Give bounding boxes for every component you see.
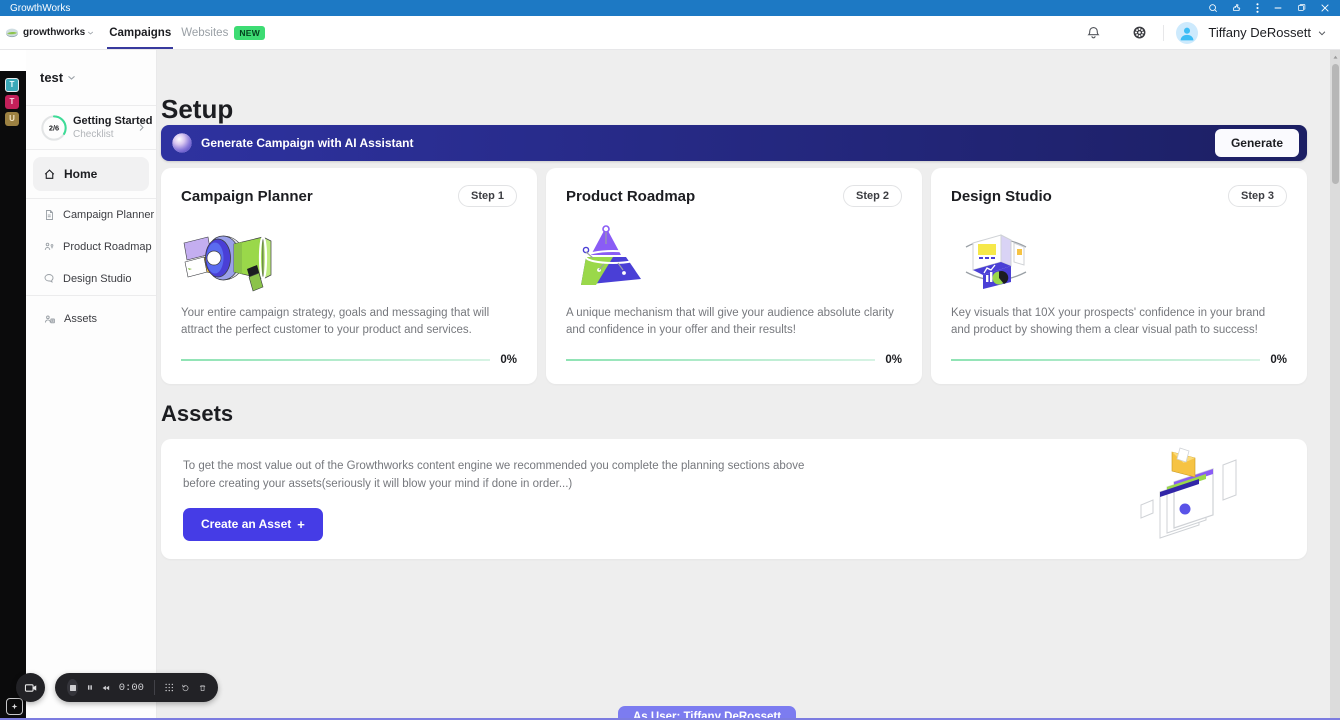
svg-text:2/6: 2/6 — [49, 123, 59, 132]
